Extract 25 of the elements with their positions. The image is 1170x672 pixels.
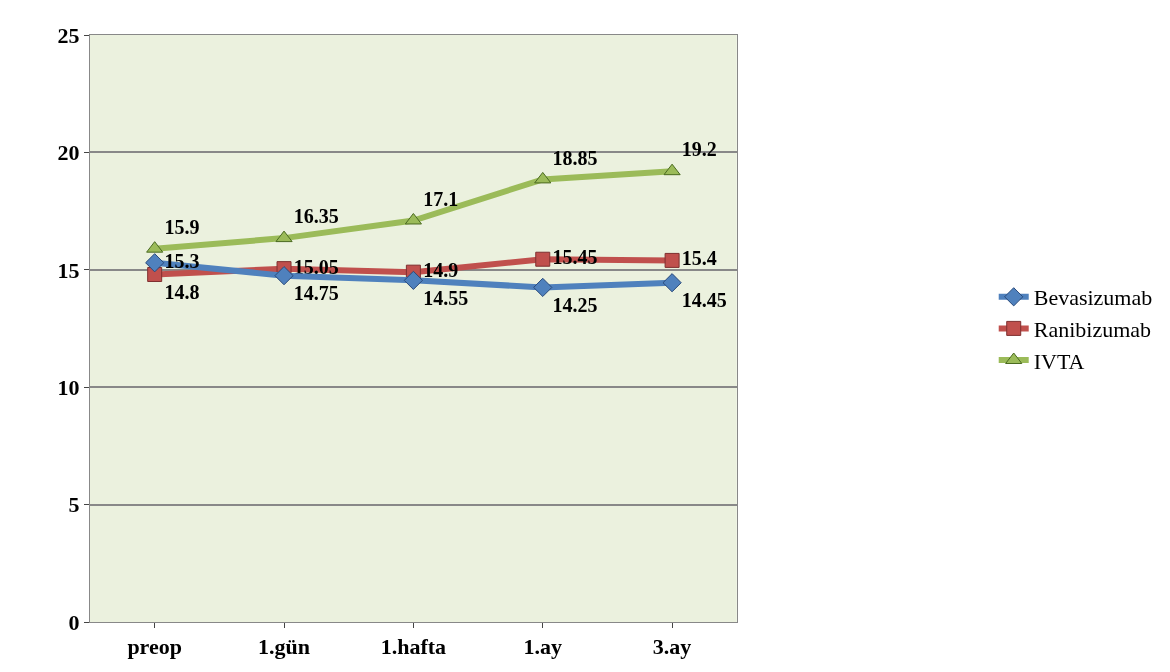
data-label: 17.1 xyxy=(423,187,459,210)
data-label: 15.4 xyxy=(681,247,717,270)
y-tick-label: 25 xyxy=(57,22,80,48)
x-tick-label: 1.hafta xyxy=(380,634,447,660)
data-label: 15.9 xyxy=(164,215,200,238)
data-label: 14.25 xyxy=(552,294,598,317)
x-tick-label: 3.ay xyxy=(652,634,692,660)
data-label: 14.75 xyxy=(293,282,339,305)
x-tick-label: preop xyxy=(127,634,182,660)
y-tick-label: 10 xyxy=(57,374,80,400)
data-label: 14.45 xyxy=(681,289,727,312)
legend-label: Ranibizumab xyxy=(1033,316,1152,342)
data-label: 18.85 xyxy=(552,146,598,169)
y-tick-label: 5 xyxy=(68,492,80,518)
data-label: 19.2 xyxy=(681,138,717,161)
y-tick-label: 0 xyxy=(68,609,80,635)
y-tick-label: 20 xyxy=(57,140,80,166)
x-tick-label: 1.ay xyxy=(523,634,562,660)
data-label: 14.55 xyxy=(423,287,469,310)
data-label: 14.8 xyxy=(164,281,200,304)
legend-label: IVTA xyxy=(1033,348,1085,374)
x-tick-label: 1.gün xyxy=(258,634,311,660)
data-label: 16.35 xyxy=(293,205,339,228)
legend-label: Bevasizumab xyxy=(1033,285,1153,311)
y-tick-label: 15 xyxy=(57,257,80,283)
